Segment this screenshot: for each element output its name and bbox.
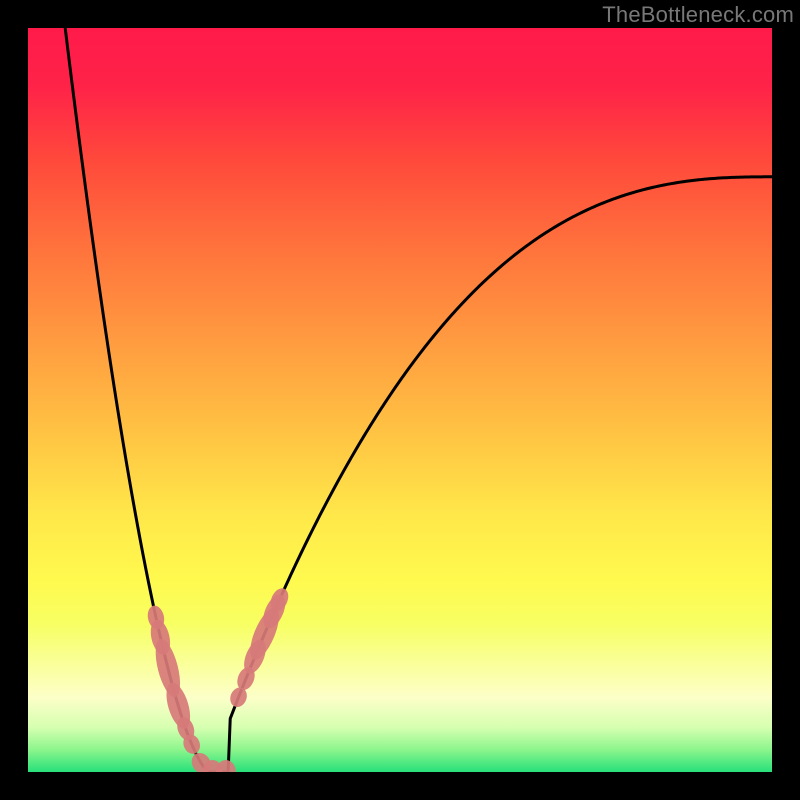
chart-frame: TheBottleneck.com [0,0,800,800]
plot-area [28,28,772,772]
watermark-text: TheBottleneck.com [602,2,794,28]
chart-svg [28,28,772,772]
gradient-background [28,28,772,772]
